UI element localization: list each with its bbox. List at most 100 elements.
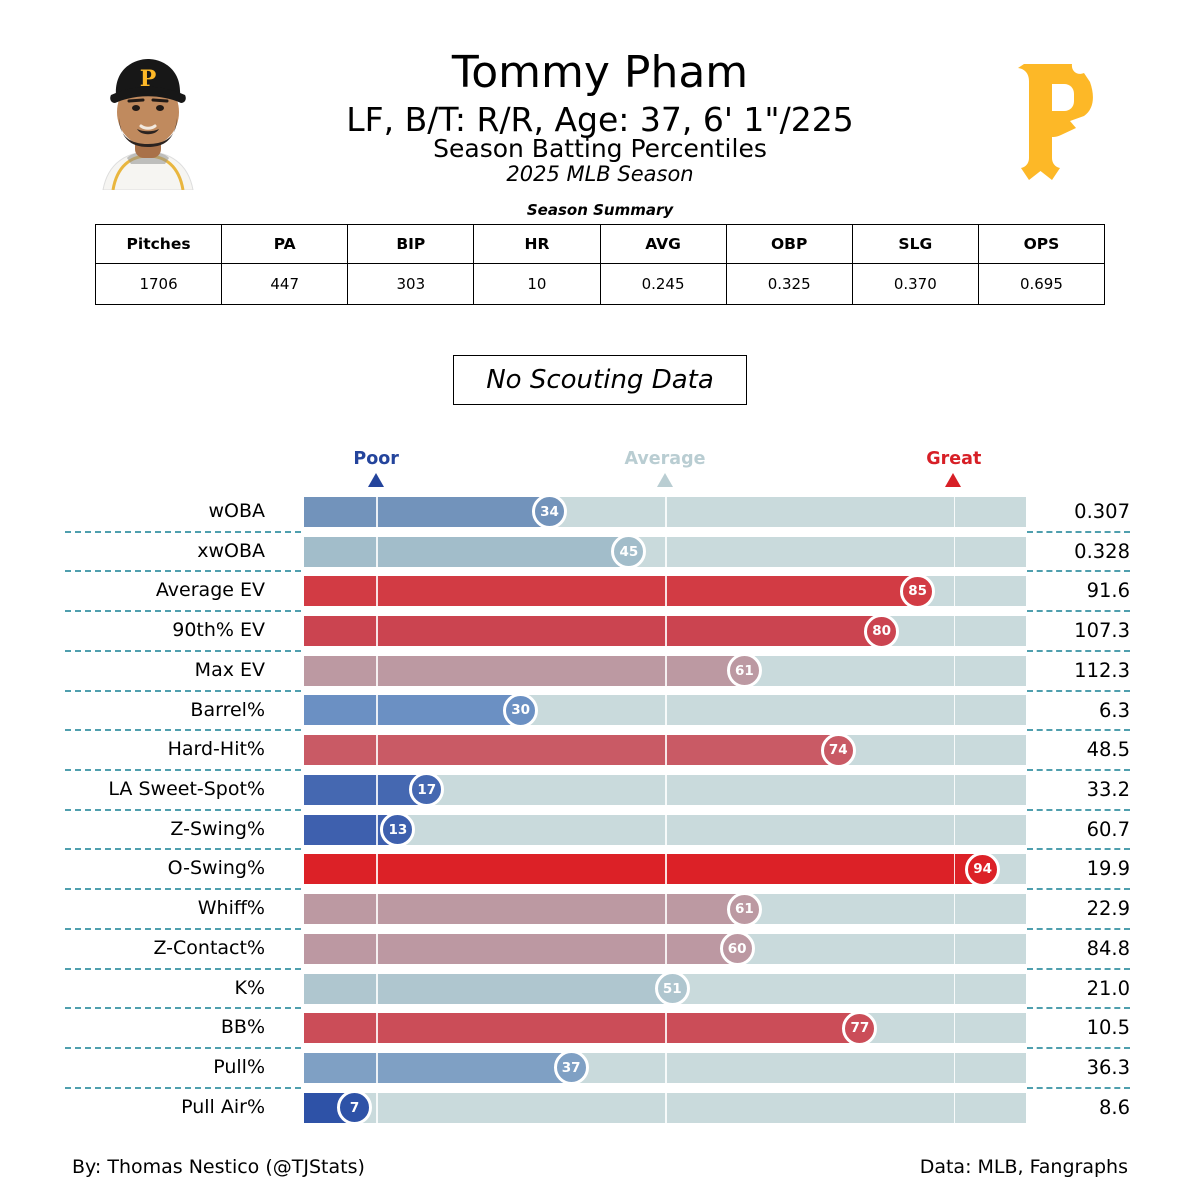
legend-label-poor: Poor (353, 449, 399, 469)
gridline-90th-icon (953, 496, 956, 527)
row-value: 22.9 (1086, 897, 1130, 921)
gridline-10th-icon (376, 973, 378, 1004)
bar-track: 94 (304, 851, 1026, 887)
bar-fill (304, 496, 550, 527)
row-label: Max EV (194, 658, 265, 681)
row-value: 112.3 (1074, 658, 1130, 682)
bar-fill (304, 774, 427, 805)
season-label: 2025 MLB Season (506, 162, 694, 186)
percentile-row: wOBA 34 0.307 (65, 492, 1130, 532)
gridline-90th-icon (953, 1013, 956, 1044)
gridline-10th-icon (376, 616, 378, 647)
percentile-circle: 61 (726, 891, 762, 927)
gridline-10th-icon (376, 933, 378, 964)
gridline-90th-icon (953, 655, 956, 686)
row-separator-line (1027, 967, 1130, 970)
row-label: 90th% EV (172, 619, 265, 642)
percentile-circle: 74 (820, 732, 856, 768)
percentile-row: Whiff% 61 22.9 (65, 889, 1130, 929)
row-separator-line (65, 967, 301, 970)
row-separator-line (65, 689, 301, 692)
gridline-10th-icon (376, 576, 378, 607)
percentile-row: Barrel% 30 6.3 (65, 691, 1130, 731)
bar-fill (304, 1052, 572, 1083)
bar-fill (304, 695, 521, 726)
percentile-row: BB% 77 10.5 (65, 1008, 1130, 1048)
gridline-90th-icon (953, 814, 956, 845)
row-value: 107.3 (1074, 619, 1130, 643)
gridline-50th-icon (665, 496, 667, 527)
gridline-50th-icon (665, 933, 667, 964)
percentile-circle: 45 (611, 534, 647, 570)
gridline-10th-icon (376, 854, 378, 885)
row-separator-line (1027, 530, 1130, 533)
percentile-number: 85 (908, 583, 928, 600)
bar-track: 7 (304, 1090, 1026, 1126)
bar-fill (304, 616, 882, 647)
row-separator-line (1027, 649, 1130, 652)
percentile-circle: 60 (719, 931, 755, 967)
summary-col-header: AVG (599, 224, 727, 264)
summary-value-cell: 0.245 (599, 263, 727, 305)
percentile-number: 74 (828, 742, 848, 759)
gridline-50th-icon (665, 1013, 667, 1044)
percentile-circle: 17 (409, 772, 445, 808)
percentile-number: 34 (540, 503, 559, 520)
row-value: 0.307 (1074, 500, 1130, 523)
percentile-row: Z-Swing% 13 60.7 (65, 810, 1130, 850)
row-value: 8.6 (1098, 1095, 1130, 1119)
percentile-number: 45 (619, 543, 639, 560)
gridline-50th-icon (665, 854, 667, 885)
percentile-circle: 13 (380, 812, 416, 848)
row-label: BB% (220, 1016, 265, 1039)
bar-track: 74 (304, 732, 1026, 768)
percentile-row: xwOBA 45 0.328 (65, 532, 1130, 572)
percentile-circle: 85 (900, 573, 936, 609)
player-headshot-illustration: P (102, 59, 194, 191)
row-value: 60.7 (1086, 817, 1130, 841)
gridline-50th-icon (665, 1052, 667, 1083)
row-label: Pull Air% (181, 1095, 265, 1118)
gridline-50th-icon (665, 576, 667, 607)
bar-fill (304, 854, 983, 885)
row-value: 19.9 (1086, 857, 1130, 881)
gridline-90th-icon (953, 1052, 956, 1083)
percentile-row: 90th% EV 80 107.3 (65, 611, 1130, 651)
row-value: 10.5 (1086, 1016, 1130, 1040)
percentile-circle: 61 (726, 653, 762, 689)
row-label: K% (234, 976, 265, 999)
summary-col-header: BIP (347, 224, 475, 264)
gridline-90th-icon (953, 774, 956, 805)
row-value: 0.328 (1074, 539, 1130, 563)
percentile-number: 77 (850, 1020, 870, 1037)
summary-col-header: OBP (725, 224, 853, 264)
gridline-90th-icon (953, 616, 956, 647)
percentile-row: LA Sweet-Spot% 17 33.2 (65, 770, 1130, 810)
svg-text:P: P (140, 66, 157, 92)
bar-fill (304, 1013, 860, 1044)
gridline-90th-icon (953, 854, 956, 885)
row-separator-line (1027, 689, 1130, 692)
bar-track: 77 (304, 1010, 1026, 1046)
gridline-50th-icon (665, 1092, 667, 1123)
row-separator-line (1027, 848, 1130, 851)
gridline-10th-icon (376, 695, 378, 726)
bar-track: 61 (304, 891, 1026, 927)
percentile-number: 61 (735, 662, 754, 679)
row-separator-line (1027, 1086, 1130, 1089)
bar-fill (304, 933, 738, 964)
row-separator-line (65, 1007, 301, 1010)
summary-value-cell: 0.695 (977, 263, 1106, 305)
pirates-logo-icon (1006, 56, 1098, 186)
summary-header-row: Pitches PA BIP HR AVG OBP SLG OPS (94, 224, 1106, 264)
row-label: Whiff% (197, 897, 265, 920)
summary-table-title: Season Summary (526, 201, 674, 219)
summary-col-header: PA (221, 224, 349, 264)
gridline-10th-icon (376, 536, 378, 567)
row-separator-line (1027, 888, 1130, 891)
author-credit: By: Thomas Nestico (@TJStats) (72, 1156, 365, 1178)
page-title: Tommy Pham (451, 47, 749, 98)
player-headshot: P (75, 50, 221, 191)
bar-track: 61 (304, 653, 1026, 689)
row-separator-line (65, 769, 301, 772)
